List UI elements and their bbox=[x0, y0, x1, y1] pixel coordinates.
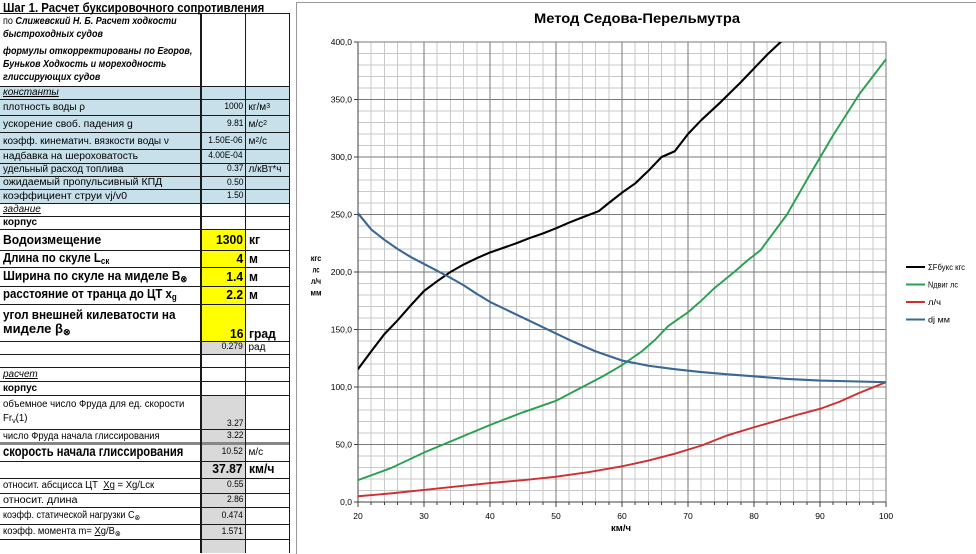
svg-text:150,0: 150,0 bbox=[331, 325, 353, 335]
svg-text:60: 60 bbox=[617, 511, 627, 521]
svg-text:dj мм: dj мм bbox=[928, 315, 950, 324]
svg-text:км/ч: км/ч bbox=[611, 523, 631, 534]
svg-text:30: 30 bbox=[419, 511, 429, 521]
svg-text:40: 40 bbox=[485, 511, 495, 521]
svg-text:0,0: 0,0 bbox=[340, 497, 352, 507]
svg-text:Nдвиг лс: Nдвиг лс bbox=[928, 280, 958, 289]
svg-text:кгс: кгс bbox=[311, 253, 322, 263]
svg-text:мм: мм bbox=[311, 288, 322, 298]
svg-text:90: 90 bbox=[815, 511, 825, 521]
svg-text:70: 70 bbox=[683, 511, 693, 521]
svg-text:350,0: 350,0 bbox=[331, 95, 353, 105]
svg-text:250,0: 250,0 bbox=[331, 210, 353, 220]
svg-text:лс: лс bbox=[313, 265, 320, 275]
svg-text:400,0: 400,0 bbox=[331, 37, 353, 47]
svg-text:300,0: 300,0 bbox=[331, 152, 353, 162]
svg-text:200,0: 200,0 bbox=[331, 267, 353, 277]
svg-text:ΣFбукс кгс: ΣFбукс кгс bbox=[928, 263, 965, 272]
svg-text:20: 20 bbox=[353, 511, 363, 521]
svg-text:80: 80 bbox=[749, 511, 759, 521]
svg-text:100: 100 bbox=[879, 511, 893, 521]
svg-text:50,0: 50,0 bbox=[335, 440, 352, 450]
svg-text:50: 50 bbox=[551, 511, 561, 521]
svg-text:Метод Седова-Перельмутра: Метод Седова-Перельмутра bbox=[534, 10, 740, 26]
svg-text:л/ч: л/ч bbox=[928, 298, 941, 307]
svg-text:л/ч: л/ч bbox=[311, 276, 321, 286]
svg-text:100,0: 100,0 bbox=[331, 382, 353, 392]
